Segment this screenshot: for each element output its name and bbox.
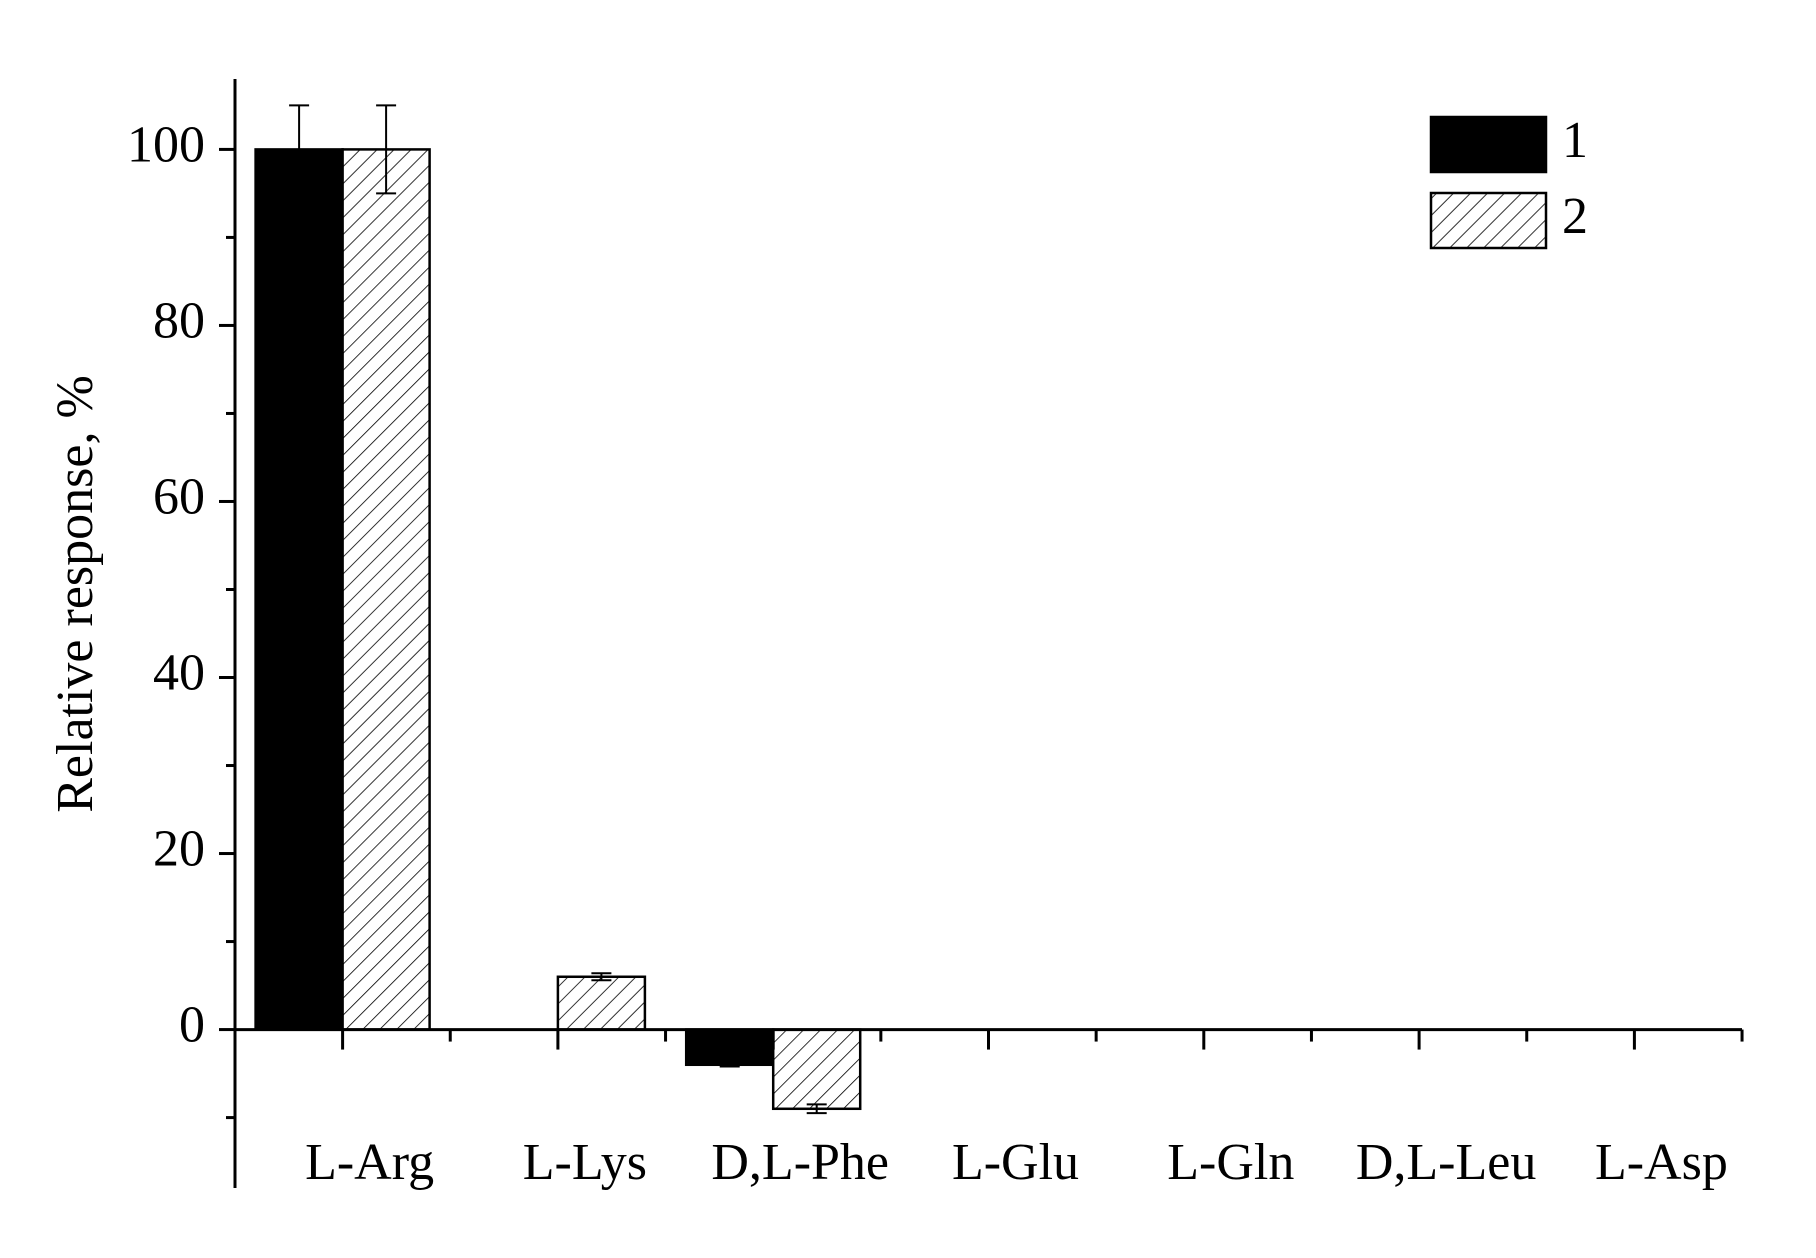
y-tick-label: 60: [153, 468, 205, 525]
legend-label: 1: [1562, 112, 1588, 169]
bar: [684, 1028, 775, 1067]
legend-swatch: [1429, 191, 1548, 250]
x-tick-label: D,L-Phe: [711, 1134, 889, 1191]
x-tick-label: D,L-Leu: [1356, 1134, 1536, 1191]
legend-label: 2: [1562, 188, 1588, 245]
x-tick-label: L-Gln: [1167, 1134, 1294, 1191]
legend-swatch: [1429, 115, 1548, 174]
x-tick-label: L-Glu: [952, 1134, 1079, 1191]
error-bar: [719, 1062, 740, 1068]
error-bar: [591, 972, 612, 982]
y-tick-label: 0: [179, 997, 205, 1054]
bar: [341, 148, 431, 1031]
y-tick-label: 40: [153, 644, 205, 701]
bar: [556, 975, 647, 1031]
y-axis-label: Relative response, %: [47, 375, 104, 813]
bar: [771, 1028, 862, 1111]
y-tick-label: 100: [127, 116, 205, 173]
error-bar: [289, 104, 310, 195]
x-tick-label: L-Asp: [1595, 1134, 1728, 1191]
x-tick-label: L-Lys: [523, 1134, 647, 1191]
bar: [254, 148, 344, 1031]
x-tick-label: L-Arg: [305, 1134, 434, 1191]
y-tick-label: 80: [153, 292, 205, 349]
error-bar: [376, 104, 397, 195]
y-tick-label: 20: [153, 820, 205, 877]
error-bar: [806, 1103, 827, 1115]
